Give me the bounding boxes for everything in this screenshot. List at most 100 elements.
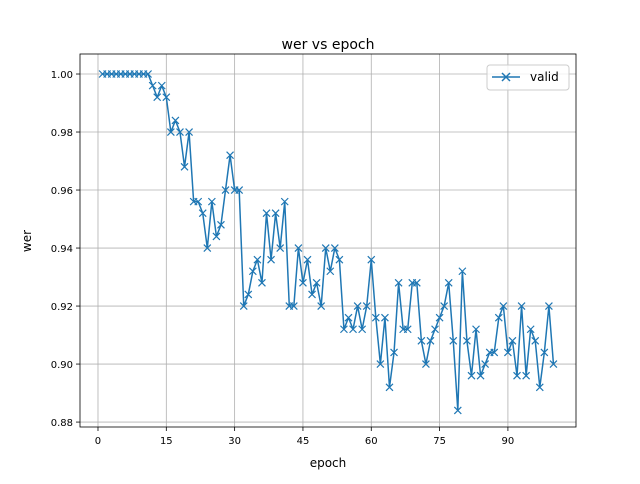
- data-point: [440, 302, 449, 310]
- y-tick-label: 0.92: [51, 302, 73, 313]
- y-tick-label: 1.00: [51, 70, 73, 81]
- legend-marker-x-icon: [501, 72, 511, 82]
- data-point: [280, 197, 289, 206]
- x-axis-label: epoch: [310, 456, 347, 470]
- data-point: [162, 93, 171, 102]
- data-point: [458, 267, 467, 276]
- data-point: [381, 313, 389, 322]
- x-tick-label: 30: [228, 436, 241, 447]
- data-point: [317, 302, 326, 310]
- data-point: [481, 360, 490, 368]
- data-point: [326, 267, 335, 276]
- data-point: [308, 290, 316, 299]
- data-point: [176, 128, 184, 136]
- y-axis-label: wer: [20, 230, 34, 252]
- data-point: [390, 348, 398, 357]
- data-point: [362, 302, 371, 310]
- data-point: [367, 255, 376, 264]
- data-point: [353, 302, 362, 310]
- data-point: [330, 244, 339, 252]
- data-point: [503, 348, 512, 357]
- data-point: [335, 255, 344, 264]
- data-point: [494, 313, 503, 322]
- data-point: [258, 278, 266, 287]
- data-point: [217, 220, 225, 229]
- data-point: [549, 360, 558, 368]
- data-point: [508, 336, 517, 345]
- data-point: [153, 93, 162, 102]
- data-point: [253, 255, 262, 264]
- data-point: [431, 325, 439, 334]
- data-point: [198, 209, 207, 218]
- data-point: [349, 325, 357, 334]
- data-point: [166, 128, 175, 136]
- data-point: [226, 151, 234, 160]
- chart-title: wer vs epoch: [282, 37, 375, 53]
- data-point: [321, 244, 330, 252]
- x-tick-label: 60: [365, 436, 378, 447]
- data-point: [185, 128, 194, 136]
- grid: [80, 54, 576, 427]
- data-point: [340, 325, 348, 334]
- y-tick-label: 0.94: [51, 244, 73, 255]
- data-point: [344, 313, 353, 322]
- data-point: [540, 348, 549, 357]
- data-point: [422, 360, 430, 368]
- data-point: [444, 278, 453, 287]
- data-point: [212, 232, 221, 241]
- ticks: 0 15 30 45 60 75 90 0.88 0.90 0.92 0.94 0.96 0.98 1.0…: [51, 70, 515, 447]
- data-point: [171, 116, 180, 125]
- y-tick-label: 0.96: [51, 186, 73, 197]
- data-point: [371, 313, 380, 322]
- data-point: [385, 383, 394, 392]
- data-point: [235, 186, 244, 194]
- data-point: [544, 302, 553, 310]
- series: [98, 70, 558, 415]
- data-point: [221, 186, 230, 194]
- x-tick-label: 15: [160, 436, 173, 447]
- data-point: [535, 383, 544, 392]
- data-point: [435, 313, 444, 322]
- series-line-valid: [102, 73, 555, 412]
- data-point: [449, 336, 458, 345]
- data-point: [299, 278, 307, 287]
- data-point: [207, 197, 216, 206]
- data-point: [180, 162, 189, 171]
- y-tick-label: 0.98: [51, 128, 73, 139]
- data-point: [289, 302, 298, 310]
- data-point: [203, 244, 212, 252]
- data-point: [426, 336, 435, 345]
- data-point: [294, 244, 303, 252]
- data-point: [526, 325, 535, 334]
- data-point: [303, 255, 312, 264]
- data-point: [239, 302, 248, 310]
- data-point: [517, 302, 526, 310]
- data-point: [462, 336, 471, 345]
- data-point: [412, 278, 421, 287]
- data-point: [513, 371, 521, 380]
- data-point: [376, 360, 385, 368]
- x-tick-label: 45: [297, 436, 310, 447]
- data-point: [394, 278, 403, 287]
- data-point: [267, 255, 275, 264]
- plot-frame: [79, 53, 577, 428]
- data-point: [148, 81, 157, 90]
- data-point: [472, 325, 480, 334]
- y-tick-label: 0.90: [51, 360, 73, 371]
- data-point: [262, 209, 271, 218]
- legend: valid: [486, 64, 570, 91]
- y-tick-label: 0.88: [51, 418, 73, 429]
- data-point: [490, 348, 499, 357]
- data-point: [271, 209, 280, 218]
- data-point: [157, 81, 166, 90]
- data-point: [499, 302, 508, 310]
- data-point: [522, 371, 531, 380]
- x-tick-label: 0: [95, 436, 101, 447]
- legend-label: valid: [530, 70, 559, 84]
- data-point: [312, 278, 321, 287]
- data-point: [358, 325, 367, 334]
- data-point: [194, 197, 203, 206]
- data-point: [403, 325, 412, 334]
